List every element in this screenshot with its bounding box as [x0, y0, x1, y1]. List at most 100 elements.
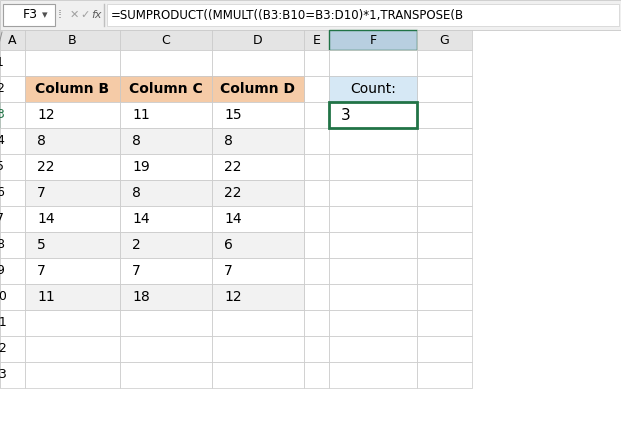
Bar [212, 154, 304, 180]
Text: 3: 3 [341, 108, 351, 122]
Bar [329, 154, 417, 180]
Bar [304, 50, 329, 76]
Bar [25, 362, 120, 388]
Bar [304, 336, 329, 362]
Bar [329, 102, 417, 128]
Bar [0, 50, 25, 76]
Bar [25, 180, 120, 206]
Text: 11: 11 [132, 108, 150, 122]
Bar [25, 258, 120, 284]
Bar [304, 128, 329, 154]
Text: B: B [68, 33, 77, 46]
Text: F3: F3 [23, 8, 38, 21]
Bar [3, 4, 55, 26]
Bar [212, 336, 304, 362]
Bar [329, 76, 417, 102]
Bar [0, 154, 25, 180]
Bar [25, 30, 120, 50]
Bar [212, 180, 304, 206]
Bar [25, 232, 120, 258]
Bar [25, 206, 120, 232]
Bar [212, 206, 304, 232]
Bar [304, 206, 329, 232]
Text: G: G [440, 33, 450, 46]
Bar [120, 206, 212, 232]
Bar [120, 232, 212, 258]
Text: ✓: ✓ [80, 10, 89, 20]
Text: 18: 18 [132, 290, 150, 304]
Bar [212, 362, 304, 388]
Bar [25, 102, 120, 128]
Bar [25, 128, 120, 154]
Bar [0, 206, 25, 232]
Text: 2: 2 [0, 82, 4, 96]
Bar [417, 50, 472, 76]
Text: 22: 22 [224, 160, 242, 174]
Text: 8: 8 [224, 134, 233, 148]
Text: 5: 5 [0, 161, 4, 174]
Bar [329, 50, 417, 76]
Bar [120, 258, 212, 284]
Bar [120, 284, 212, 310]
Text: 11: 11 [37, 290, 55, 304]
Bar [25, 336, 120, 362]
Bar [0, 180, 25, 206]
Bar [25, 206, 120, 232]
Bar [329, 310, 417, 336]
Text: 8: 8 [0, 239, 4, 251]
Bar [120, 336, 212, 362]
Bar [212, 30, 304, 50]
Bar [329, 206, 417, 232]
Bar [120, 310, 212, 336]
Text: 6: 6 [0, 186, 4, 199]
Bar [120, 206, 212, 232]
Bar [107, 4, 619, 26]
Bar [120, 102, 212, 128]
Text: 3: 3 [0, 109, 4, 121]
Bar [329, 362, 417, 388]
Bar [120, 76, 212, 102]
Bar [25, 258, 120, 284]
Bar [212, 232, 304, 258]
Text: E: E [312, 33, 320, 46]
Text: 8: 8 [132, 186, 141, 200]
Text: C: C [161, 33, 170, 46]
Text: 7: 7 [37, 186, 46, 200]
Bar [304, 362, 329, 388]
Bar [329, 284, 417, 310]
Bar [329, 180, 417, 206]
Bar [120, 154, 212, 180]
Bar [0, 0, 621, 30]
Bar [212, 310, 304, 336]
Text: 11: 11 [0, 316, 8, 329]
Bar [25, 76, 120, 102]
Bar [0, 310, 25, 336]
Bar [212, 102, 304, 128]
Bar [304, 76, 329, 102]
Bar [417, 258, 472, 284]
Bar [417, 206, 472, 232]
Text: 9: 9 [0, 264, 4, 278]
Text: 2: 2 [132, 238, 141, 252]
Text: 8: 8 [132, 134, 141, 148]
Bar [329, 258, 417, 284]
Bar [0, 232, 25, 258]
Bar [212, 76, 304, 102]
Bar [120, 284, 212, 310]
Bar [0, 128, 25, 154]
Text: 13: 13 [0, 368, 8, 381]
Bar [212, 258, 304, 284]
Bar [304, 154, 329, 180]
Text: 14: 14 [224, 212, 242, 226]
Text: 7: 7 [37, 264, 46, 278]
Bar [212, 102, 304, 128]
Text: 12: 12 [224, 290, 242, 304]
Bar [120, 180, 212, 206]
Text: 4: 4 [0, 134, 4, 147]
Bar [25, 128, 120, 154]
Bar [329, 102, 417, 128]
Text: ⁞: ⁞ [58, 8, 62, 21]
Bar [212, 284, 304, 310]
Bar [0, 362, 25, 388]
Bar [120, 76, 212, 102]
